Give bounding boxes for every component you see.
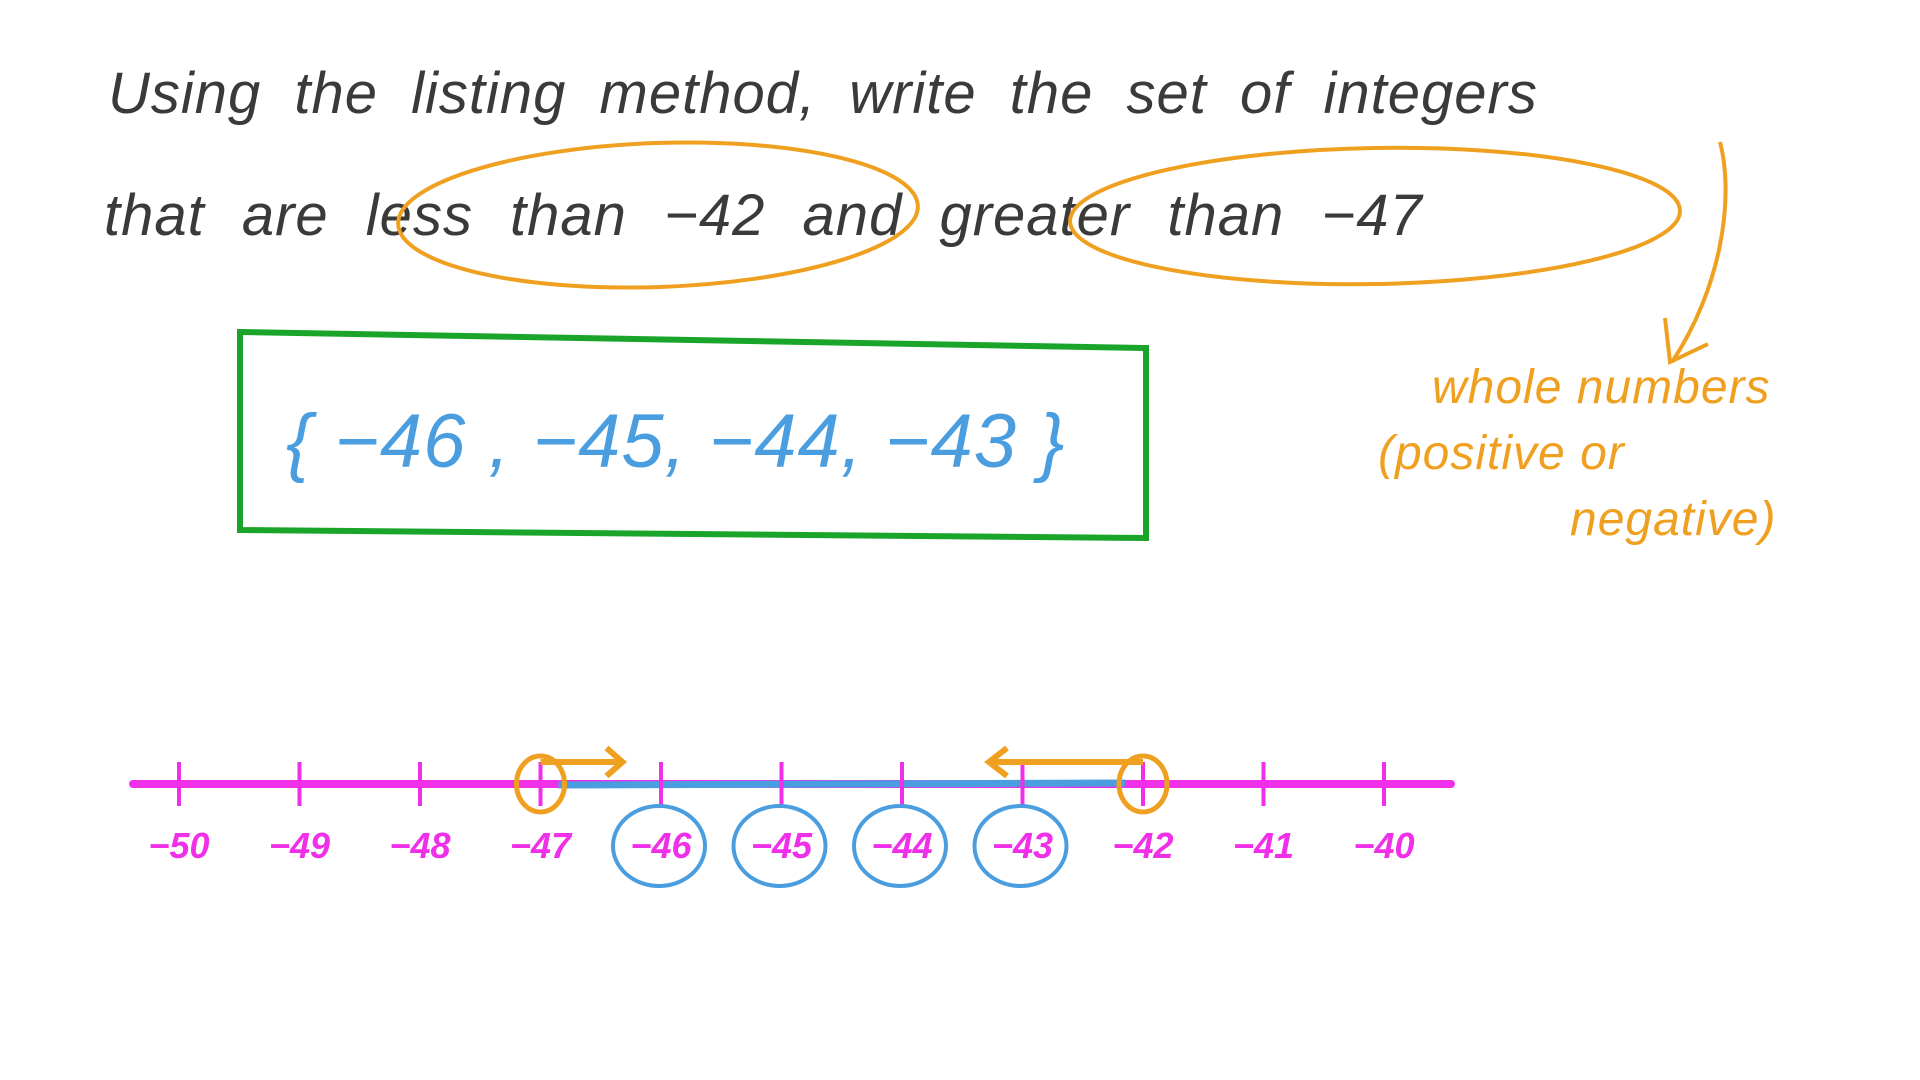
answer-box: [237, 328, 1149, 542]
open-endpoint-circle: [514, 753, 567, 815]
highlight-greater-than-ellipse: [1068, 145, 1682, 287]
label-circle: [611, 804, 707, 888]
tick-label: −43: [992, 825, 1053, 866]
note-line-3: negative): [1570, 493, 1777, 546]
tick-label: −46: [630, 825, 692, 866]
answer-set: { −46 , −45, −44, −43 }: [286, 399, 1066, 484]
question-line-1: Using the listing method, write the set …: [108, 61, 1538, 126]
integers-arrow: [1670, 141, 1728, 364]
open-endpoint-circle: [1116, 753, 1170, 815]
highlight-less-than-ellipse: [396, 140, 920, 290]
tick-label: −45: [751, 825, 813, 866]
left-arrowhead: [984, 745, 1009, 779]
tick-label: −40: [1353, 825, 1414, 866]
label-circle: [852, 804, 948, 888]
tick-label: −44: [871, 825, 932, 866]
label-circle: [972, 804, 1069, 888]
tick-label: −47: [510, 825, 573, 866]
note-line-1: whole numbers: [1432, 361, 1771, 414]
question-line-2: that are less than −42 and greater than …: [104, 183, 1423, 248]
tick-label: −49: [269, 825, 330, 866]
tick-label: −48: [389, 825, 450, 866]
integers-arrowhead: [1663, 317, 1709, 366]
tick-label: −42: [1112, 825, 1173, 866]
note-line-2: (positive or: [1378, 427, 1625, 480]
tick-label: −41: [1233, 825, 1294, 866]
label-circle: [731, 804, 828, 888]
solution-segment: [558, 779, 1126, 789]
tick-label: −50: [148, 825, 209, 866]
right-arrowhead: [604, 745, 628, 779]
number-line: −50 −49 −48 −47 −46 −45 −44 −43 −42 −41 −40: [129, 745, 1455, 888]
